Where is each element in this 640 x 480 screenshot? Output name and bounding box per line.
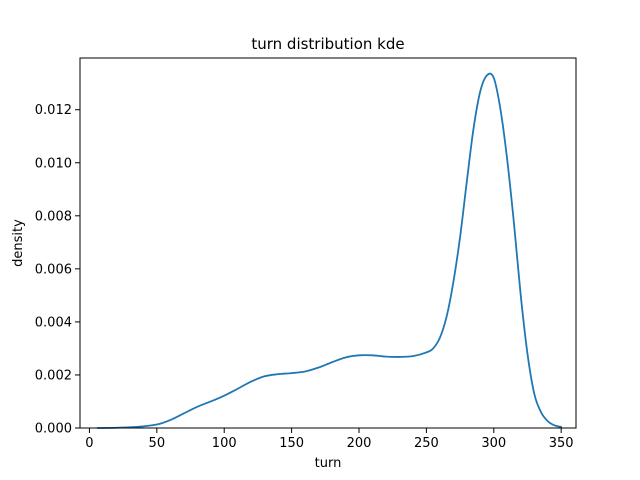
y-axis-label: density — [11, 219, 26, 267]
x-tick-label: 250 — [414, 436, 439, 451]
x-tick-label: 200 — [347, 436, 372, 451]
y-tick-label: 0.012 — [35, 103, 72, 118]
x-tick-label: 350 — [549, 436, 574, 451]
x-tick-label: 300 — [481, 436, 506, 451]
x-tick-label: 100 — [212, 436, 237, 451]
y-tick-label: 0.004 — [35, 315, 72, 330]
axes-frame — [79, 57, 577, 429]
x-tick-label: 0 — [85, 436, 93, 451]
x-tick-label: 50 — [149, 436, 166, 451]
y-tick-label: 0.006 — [35, 262, 72, 277]
plot-area — [96, 72, 563, 429]
y-tick-label: 0.002 — [35, 368, 72, 383]
kde-density-line — [96, 72, 563, 429]
chart-title: turn distribution kde — [251, 35, 404, 53]
x-tick-label: 150 — [279, 436, 304, 451]
x-axis-label: turn — [315, 456, 342, 471]
y-tick-label: 0.008 — [35, 209, 72, 224]
y-tick-label: 0.010 — [35, 156, 72, 171]
y-tick-label: 0.000 — [35, 422, 72, 437]
